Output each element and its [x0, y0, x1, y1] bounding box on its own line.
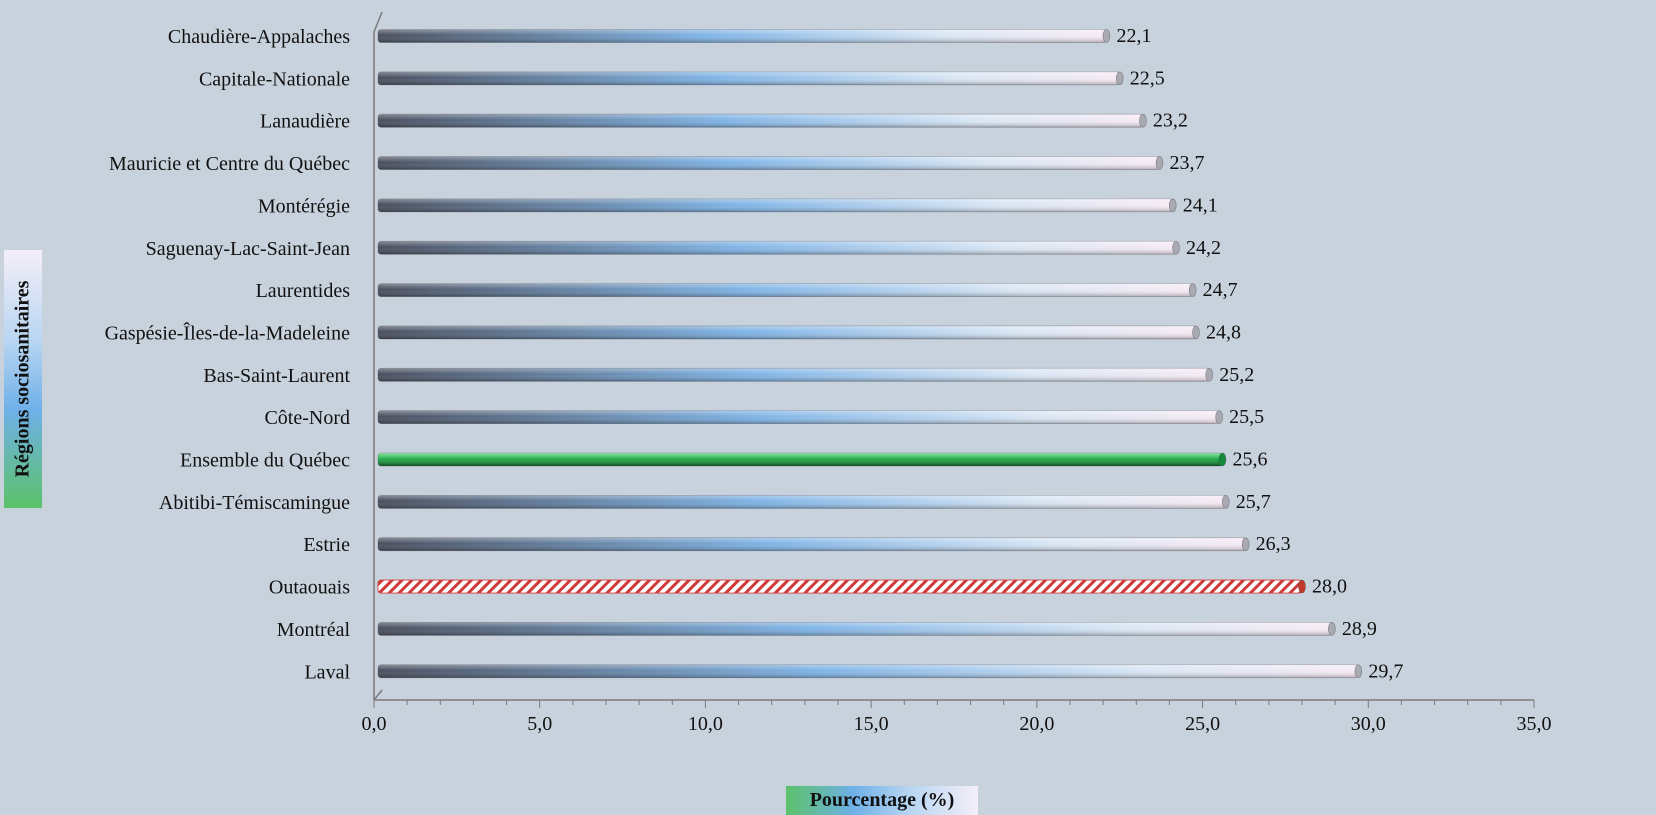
- bar-value-label: 24,1: [1183, 194, 1218, 216]
- bar-shading: [378, 495, 1226, 509]
- bar-end-cap: [1221, 495, 1230, 509]
- bar-value-label: 25,5: [1229, 406, 1264, 428]
- bar-end-cap: [1139, 113, 1147, 128]
- bar-value-label: 23,7: [1169, 152, 1204, 174]
- y-axis-title-box: [4, 250, 42, 508]
- bar-shading: [378, 283, 1193, 297]
- bar-end-cap: [1218, 452, 1227, 467]
- bar-end-cap: [1188, 283, 1197, 297]
- bar-shading: [378, 198, 1173, 212]
- x-axis-title-box: Pourcentage (%): [786, 786, 978, 815]
- bar-end-cap: [1102, 29, 1111, 43]
- floor-edge: [373, 689, 383, 701]
- category-label: Montérégie: [258, 195, 350, 217]
- bar-end-cap: [1115, 71, 1124, 86]
- bar-value-label: 24,8: [1206, 321, 1241, 343]
- category-label: Laurentides: [256, 280, 351, 302]
- category-label: Capitale-Nationale: [199, 68, 350, 90]
- category-label: Mauricie et Centre du Québec: [109, 153, 350, 175]
- bar-end-cap: [1328, 622, 1336, 636]
- bar-shading: [378, 410, 1220, 424]
- bar-shading: [378, 241, 1177, 255]
- category-label: Outaouais: [269, 577, 350, 599]
- bar-shading: [378, 537, 1246, 551]
- bar-end-cap: [1192, 325, 1200, 340]
- bar-shading: [378, 664, 1359, 678]
- category-label: Lanaudière: [260, 111, 350, 133]
- bar-value-label: 29,7: [1368, 660, 1403, 682]
- bar-value-label: 28,0: [1312, 576, 1347, 598]
- x-tick-label: 5,0: [527, 713, 552, 735]
- bar-shading: [378, 325, 1196, 339]
- category-label: Laval: [304, 661, 350, 683]
- bar-value-label: 22,1: [1116, 25, 1151, 47]
- x-tick-label: 0,0: [362, 713, 387, 735]
- bar-shading: [378, 622, 1332, 636]
- bar-end-cap: [1205, 367, 1213, 382]
- bar-shading: [378, 368, 1210, 382]
- bar-end-cap: [1215, 410, 1223, 424]
- bar-value-label: 23,2: [1153, 110, 1188, 132]
- bar-shading: [378, 453, 1223, 466]
- bar-value-label: 24,2: [1186, 237, 1221, 259]
- bar-value-label: 25,2: [1219, 364, 1254, 386]
- bar-end-cap: [1241, 537, 1250, 552]
- category-label: Montréal: [277, 619, 351, 641]
- category-label: Gaspésie-Îles-de-la-Madeleine: [105, 321, 351, 344]
- x-tick-label: 35,0: [1517, 713, 1552, 735]
- y-axis-line: [373, 11, 383, 700]
- category-label: Ensemble du Québec: [180, 450, 350, 472]
- category-label: Côte-Nord: [264, 407, 350, 429]
- x-tick-label: 10,0: [688, 713, 723, 735]
- bar-value-label: 28,9: [1342, 618, 1377, 640]
- bar-value-label: 24,7: [1203, 279, 1238, 301]
- bar-value-label: 26,3: [1256, 533, 1291, 555]
- x-tick-label: 20,0: [1019, 713, 1054, 735]
- y-axis-title: Régions sociosanitaires: [11, 280, 34, 478]
- bar-value-label: 22,5: [1130, 67, 1165, 89]
- category-label: Estrie: [303, 534, 350, 556]
- x-tick-label: 15,0: [854, 713, 889, 735]
- bar-shading: [378, 71, 1120, 85]
- bar-end-cap: [1172, 240, 1180, 255]
- bar-shading: [378, 29, 1107, 43]
- bar-end-cap: [1298, 579, 1306, 594]
- bar-end-cap: [1155, 156, 1164, 170]
- bar-shading: [378, 114, 1143, 128]
- bar-value-label: 25,6: [1232, 449, 1267, 471]
- x-tick-label: 25,0: [1185, 713, 1220, 735]
- category-label: Abitibi-Témiscamingue: [159, 492, 350, 514]
- bar-shading: [378, 156, 1160, 170]
- bar-end-cap: [1168, 198, 1177, 213]
- bar-value-label: 25,7: [1236, 491, 1271, 513]
- bar: [377, 579, 1303, 594]
- category-label: Saguenay-Lac-Saint-Jean: [146, 238, 350, 260]
- x-axis-title: Pourcentage (%): [809, 789, 955, 811]
- bar-end-cap: [1354, 664, 1363, 679]
- x-tick-label: 30,0: [1351, 713, 1386, 735]
- category-label: Bas-Saint-Laurent: [203, 365, 350, 387]
- category-label: Chaudière-Appalaches: [168, 26, 350, 48]
